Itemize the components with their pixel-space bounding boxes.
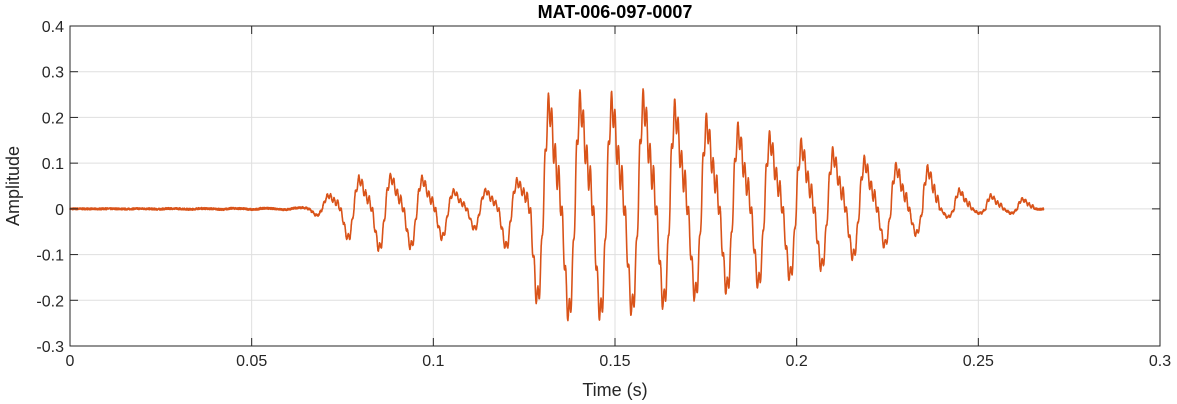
x-tick-label: 0.15 — [599, 353, 630, 370]
axis-ticks — [69, 25, 1161, 347]
y-tick-label: -0.1 — [36, 248, 64, 265]
y-tick-label: 0 — [55, 202, 64, 219]
x-tick-label: 0.05 — [236, 353, 267, 370]
y-tick-label: -0.2 — [36, 293, 64, 310]
x-tick-labels: 0 0.05 0.1 0.15 0.2 0.25 0.3 — [66, 353, 1172, 370]
y-tick-label: 0.3 — [42, 65, 64, 82]
chart-title: MAT-006-097-0007 — [538, 2, 693, 22]
x-tick-label: 0 — [66, 353, 75, 370]
x-tick-label: 0.3 — [1149, 353, 1171, 370]
x-tick-label: 0.1 — [422, 353, 444, 370]
y-axis-label: Amplitude — [3, 146, 23, 226]
y-tick-label: 0.1 — [42, 156, 64, 173]
y-tick-labels: -0.3 -0.2 -0.1 0 0.1 0.2 0.3 0.4 — [36, 19, 64, 356]
y-tick-label: 0.4 — [42, 19, 64, 36]
x-axis-label: Time (s) — [582, 380, 647, 400]
x-tick-label: 0.2 — [786, 353, 808, 370]
y-tick-label: -0.3 — [36, 339, 64, 356]
y-tick-label: 0.2 — [42, 110, 64, 127]
waveform-line — [69, 88, 1045, 322]
series-group — [69, 88, 1045, 322]
x-tick-label: 0.25 — [963, 353, 994, 370]
